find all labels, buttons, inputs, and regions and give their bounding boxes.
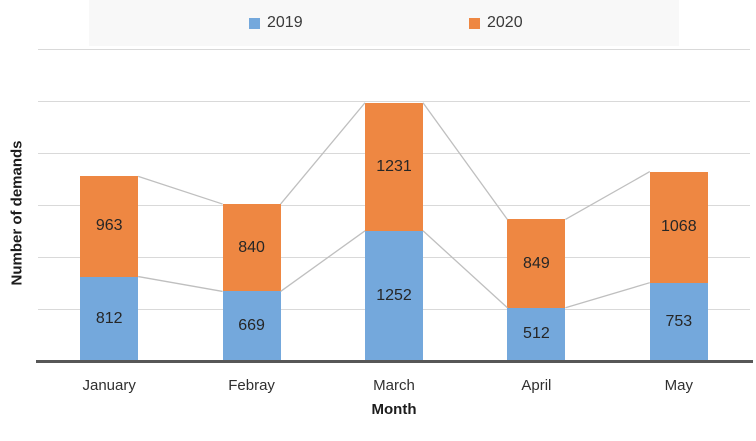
series-line bbox=[137, 175, 223, 205]
bar-value-label: 812 bbox=[95, 309, 123, 327]
bar-segment-2019-March bbox=[365, 230, 423, 361]
bar-value-label: 669 bbox=[238, 317, 265, 335]
bar-segment-2019-Febray bbox=[222, 291, 281, 361]
bar-segment-2020-April bbox=[507, 219, 566, 308]
legend-swatch-icon bbox=[469, 17, 480, 29]
gridline bbox=[38, 101, 750, 102]
y-axis-title: Number of demands bbox=[8, 140, 26, 286]
gridline bbox=[38, 49, 750, 50]
bar-value-label: 1068 bbox=[661, 218, 697, 236]
bar-value-label: 753 bbox=[665, 312, 693, 330]
bar-segment-2019-January bbox=[80, 276, 139, 361]
legend-swatch-icon bbox=[249, 17, 260, 29]
legend: 2019 2020 bbox=[89, 0, 679, 46]
x-tick-label-March: March bbox=[373, 377, 415, 394]
legend-label: 2019 bbox=[267, 14, 303, 31]
bar-value-label: 963 bbox=[95, 217, 123, 235]
plot-area: 812 963 669 840 1252 1231 512 849 753 1068 bbox=[38, 49, 750, 361]
series-line bbox=[422, 102, 508, 220]
x-axis-title: Month bbox=[371, 401, 417, 418]
series-line bbox=[138, 275, 223, 293]
bar-segment-2020-January bbox=[80, 176, 139, 277]
bar-segment-2020-Febray bbox=[222, 204, 281, 292]
bar-segment-2019-May bbox=[649, 282, 708, 361]
series-line bbox=[565, 171, 651, 221]
bar-segment-2019-April bbox=[507, 307, 566, 361]
bar-segment-2020-May bbox=[649, 171, 708, 283]
bar-value-label: 840 bbox=[238, 238, 265, 256]
series-line bbox=[565, 282, 650, 309]
bar-value-label: 1252 bbox=[376, 286, 412, 304]
legend-label: 2020 bbox=[487, 14, 523, 31]
legend-item-2019: 2019 bbox=[249, 0, 303, 46]
x-axis-line bbox=[36, 360, 753, 363]
x-tick-label-January: January bbox=[82, 377, 136, 394]
bar-value-label: 849 bbox=[523, 254, 550, 272]
series-line bbox=[280, 230, 366, 292]
legend-item-2020: 2020 bbox=[469, 0, 523, 46]
x-tick-label-Febray: Febray bbox=[228, 377, 275, 394]
series-line bbox=[422, 230, 508, 309]
bar-segment-2020-March bbox=[365, 102, 423, 231]
bar-value-label: 1231 bbox=[376, 157, 412, 175]
x-tick-label-May: May bbox=[664, 377, 693, 394]
x-tick-label-April: April bbox=[521, 377, 552, 394]
bar-value-label: 512 bbox=[523, 325, 550, 343]
